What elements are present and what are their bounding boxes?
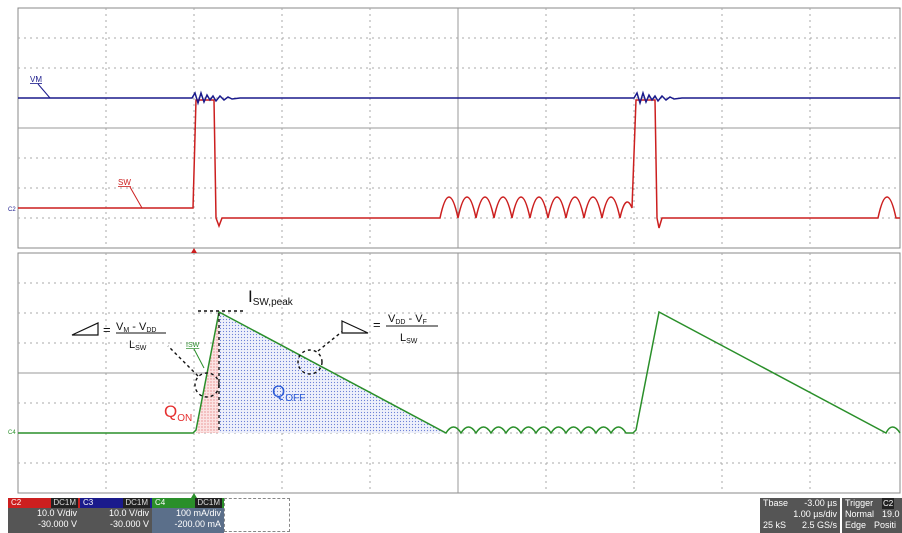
- svg-text:LSW: LSW: [400, 332, 418, 345]
- isw-waveform: [18, 310, 901, 435]
- channel-c3-header: C3 DC1M: [80, 498, 152, 508]
- trigger-level: 19.0: [882, 509, 900, 519]
- channel-c4-header: C4 DC1M: [152, 498, 224, 508]
- channel-c4-values: 100 mA/div -200.00 mA: [152, 508, 224, 533]
- svg-text:LSW: LSW: [129, 339, 147, 352]
- trigger-type: Edge: [845, 520, 867, 530]
- channel-c3-offset: -30.000 V: [109, 519, 149, 529]
- timebase-row-1: Tbase -3.00 µs: [760, 498, 840, 509]
- rise-slope-circle: [194, 372, 220, 398]
- timebase-samples: 25 kS: [763, 520, 787, 530]
- trigger-marker-lower: [191, 493, 197, 498]
- trigger-channel: C2: [882, 498, 895, 509]
- svg-text:=: =: [373, 317, 381, 332]
- fall-slope-equation: = VDD - VF LSW: [373, 313, 438, 345]
- channel-c2-offset: -30.000 V: [37, 519, 77, 529]
- isw-label: ISW: [186, 342, 200, 349]
- channel-c3-panel[interactable]: C3 DC1M 10.0 V/div -30.000 V: [80, 498, 152, 533]
- channel-c2-scale: 10.0 V/div: [36, 508, 77, 518]
- timebase-rate: 2.5 GS/s: [801, 520, 837, 530]
- svg-text:VDD - VF: VDD - VF: [388, 313, 427, 326]
- rise-triangle-icon: [71, 322, 99, 336]
- channel-c3-name: C3: [83, 498, 94, 507]
- sw-label-leader: [129, 186, 143, 209]
- lower-grid: [17, 252, 901, 494]
- fall-slope-circle: [297, 349, 323, 375]
- timebase-row-2: 1.00 µs/div: [760, 509, 840, 520]
- sw-channel-marker: C2: [8, 207, 16, 213]
- empty-channel-slot[interactable]: [224, 498, 290, 532]
- channel-c3-values: 10.0 V/div -30.000 V: [80, 508, 152, 533]
- channel-c2-name: C2: [11, 498, 22, 507]
- isw-label-leader: [193, 348, 205, 369]
- rise-slope-leader: [167, 345, 199, 377]
- channel-c4-name: C4: [155, 498, 166, 507]
- svg-text:=: =: [103, 322, 111, 337]
- timebase-div: 1.00 µs/div: [793, 509, 837, 519]
- channel-c3-scale: 10.0 V/div: [108, 508, 149, 518]
- trigger-marker-upper: [191, 248, 197, 253]
- sw-label: SW: [118, 178, 131, 187]
- channel-c2-panel[interactable]: C2 DC1M 10.0 V/div -30.000 V: [8, 498, 80, 533]
- channel-c4-offset: -200.00 mA: [174, 519, 221, 529]
- fall-triangle-icon: [341, 320, 369, 334]
- timebase-row-3: 25 kS 2.5 GS/s: [760, 520, 840, 531]
- trigger-row-2: Normal 19.0: [842, 509, 902, 520]
- timebase-label: Tbase: [763, 498, 789, 508]
- channel-c4-coupling: DC1M: [195, 498, 222, 508]
- oscilloscope-display: VM SW C2 ISW C4 ISW,peak QON QOFF = VM -…: [8, 7, 901, 498]
- i-peak-label: ISW,peak: [248, 287, 294, 308]
- trigger-label: Trigger: [845, 498, 874, 508]
- vm-waveform: [18, 90, 900, 106]
- channel-c4-panel[interactable]: C4 DC1M 100 mA/div -200.00 mA: [152, 498, 224, 533]
- timebase-delay: -3.00 µs: [804, 498, 837, 508]
- trigger-panel[interactable]: Trigger C2 Normal 19.0 Edge Positi: [842, 498, 902, 533]
- channel-c2-coupling: DC1M: [51, 498, 78, 508]
- trigger-row-3: Edge Positi: [842, 520, 902, 531]
- channel-c2-header: C2 DC1M: [8, 498, 80, 508]
- channel-c3-coupling: DC1M: [123, 498, 150, 508]
- q-on-label: QON: [164, 402, 192, 424]
- vm-label-leader: [37, 83, 51, 99]
- sw-waveform: [18, 99, 900, 229]
- isw-channel-marker: C4: [8, 430, 16, 436]
- trigger-slope: Positi: [874, 520, 897, 530]
- q-off-label: QOFF: [272, 382, 305, 404]
- vm-label: VM: [30, 75, 42, 84]
- svg-text:VM - VDD: VM - VDD: [116, 321, 156, 334]
- channel-c2-values: 10.0 V/div -30.000 V: [8, 508, 80, 533]
- trigger-row-1: Trigger C2: [842, 498, 902, 509]
- trigger-mode: Normal: [845, 509, 875, 519]
- channel-status-bar: C2 DC1M 10.0 V/div -30.000 V C3 DC1M 10.…: [8, 498, 760, 533]
- timebase-panel[interactable]: Tbase -3.00 µs 1.00 µs/div 25 kS 2.5 GS/…: [760, 498, 840, 533]
- channel-c4-scale: 100 mA/div: [175, 508, 221, 518]
- rise-slope-equation: = VM - VDD LSW: [103, 321, 166, 352]
